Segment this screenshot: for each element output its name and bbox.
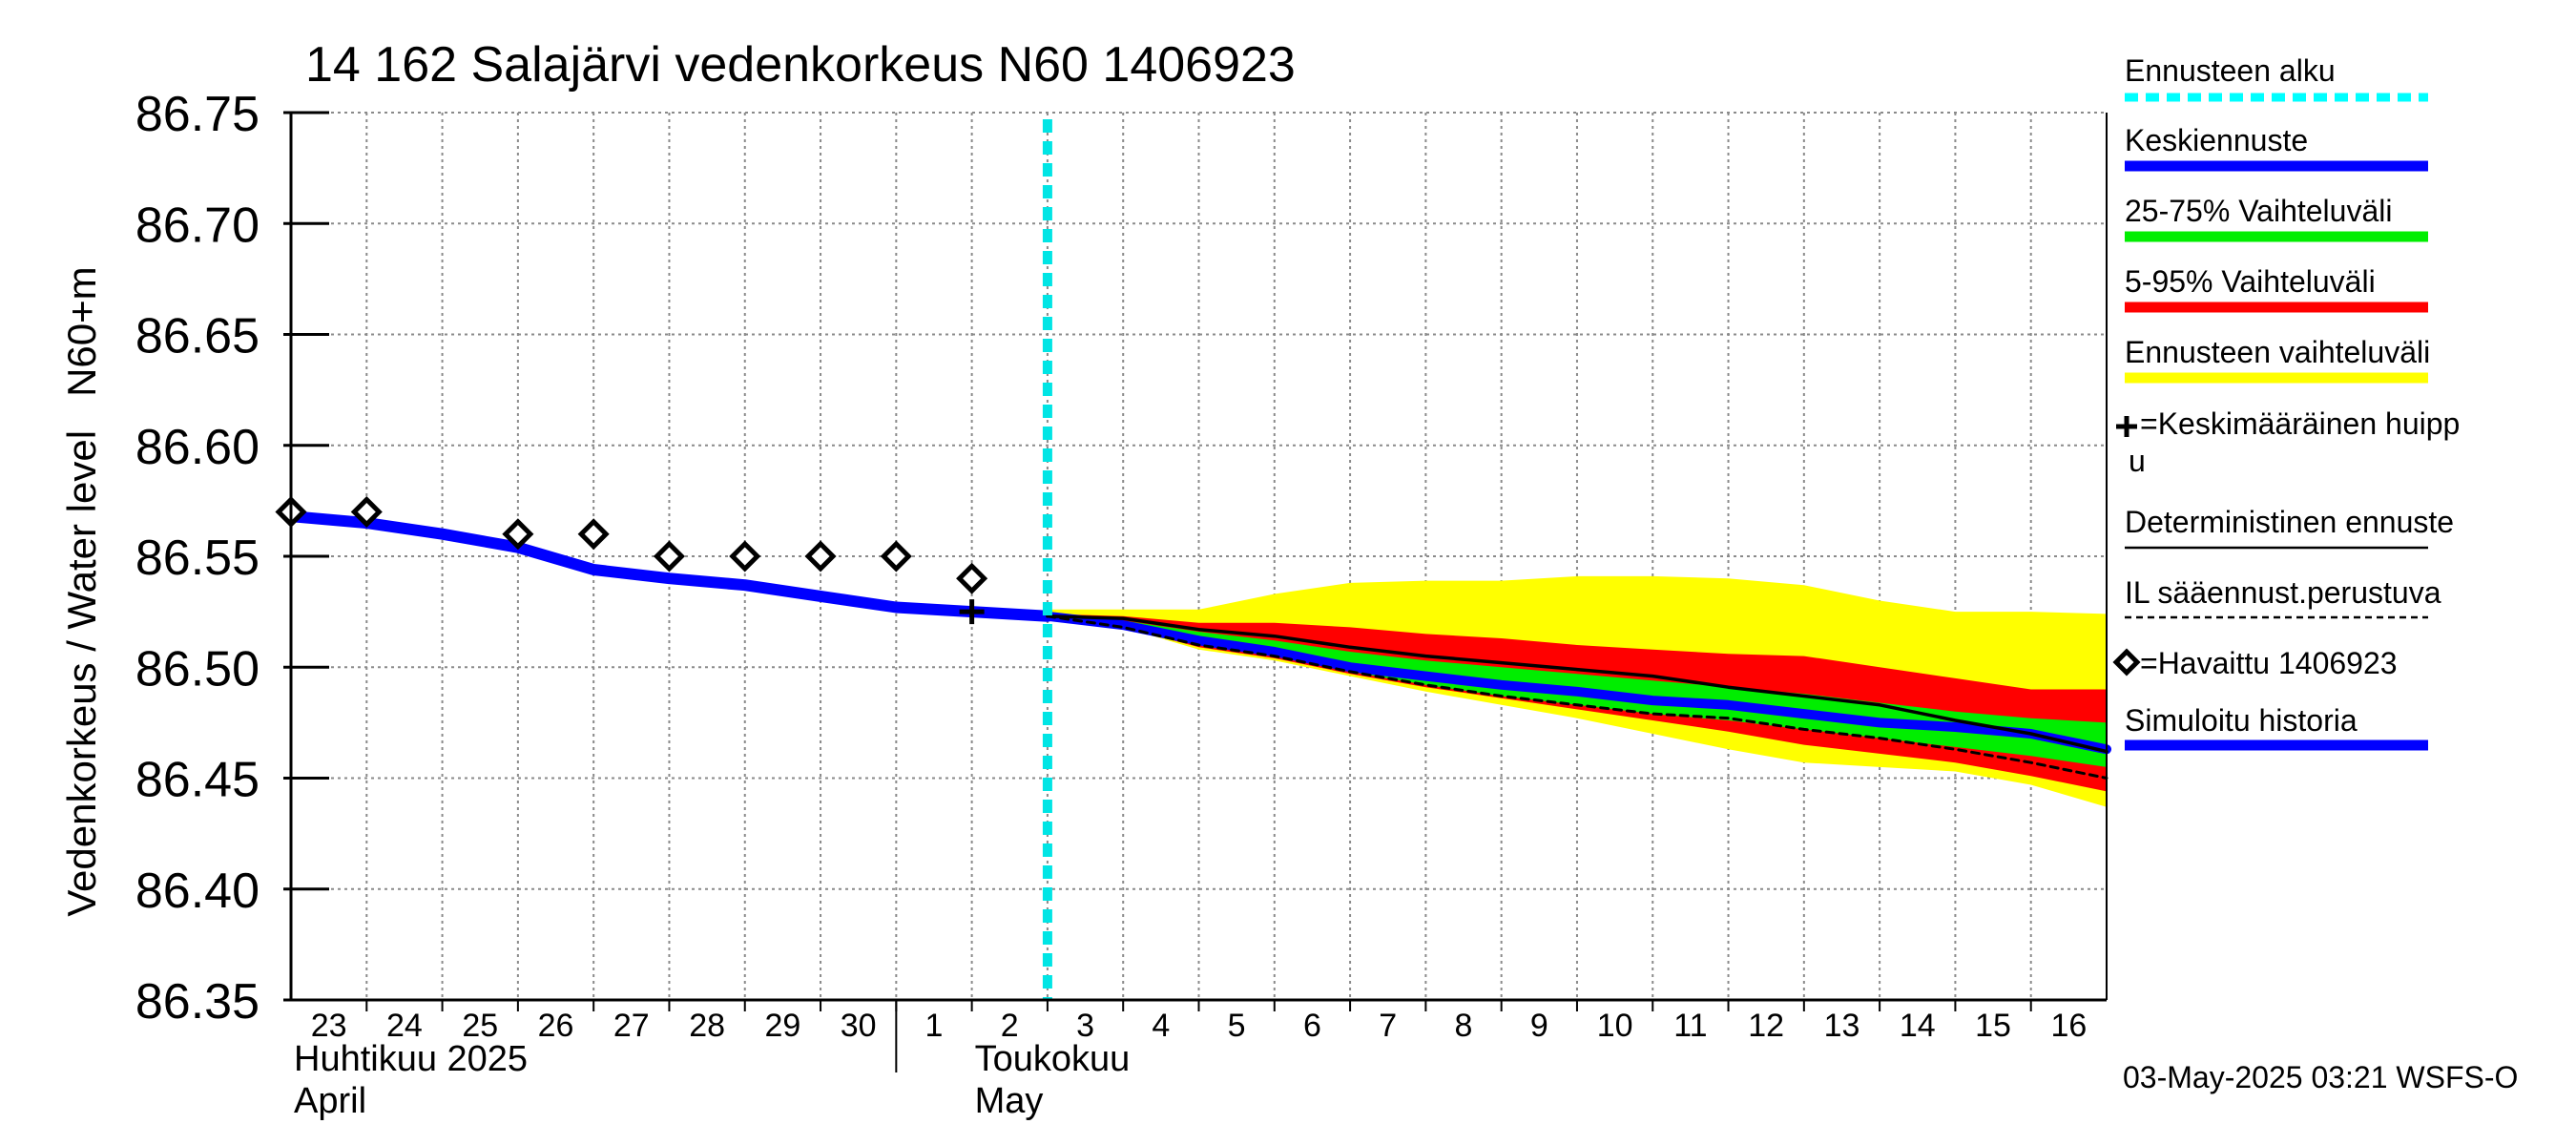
series-deterministinen-ennuste <box>1046 614 2109 754</box>
y-tick-label: 86.65 <box>135 309 260 364</box>
legend-label: 25-75% Vaihteluväli <box>2125 194 2392 228</box>
legend-label: Keskiennuste <box>2125 123 2308 157</box>
chart-title: 14 162 Salajärvi vedenkorkeus N60 140692… <box>305 37 1296 93</box>
x-tick-label: 8 <box>1455 1008 1473 1044</box>
y-tick-label: 86.50 <box>135 641 260 697</box>
legend-label: 5-95% Vaihteluväli <box>2125 264 2376 299</box>
x-tick-label: 11 <box>1673 1008 1707 1044</box>
legend-diamond <box>2112 648 2141 677</box>
legend-item: Ennusteen vaihteluväli <box>2125 335 2430 384</box>
x-tick-label: 25 <box>462 1008 498 1044</box>
x-tick-label: 29 <box>764 1008 800 1044</box>
observed-point <box>653 540 685 572</box>
plot-area <box>275 112 2111 1001</box>
x-tick-label: 24 <box>386 1008 423 1044</box>
legend-item: Simuloitu historia <box>2125 703 2428 751</box>
x-tick-label: 13 <box>1824 1008 1860 1044</box>
legend-label: =Havaittu 1406923 <box>2140 646 2398 680</box>
x-tick-label: 7 <box>1379 1008 1397 1044</box>
legend-label: =Keskimääräinen huipp <box>2140 406 2460 441</box>
observed-point <box>956 562 988 594</box>
legend-label: IL sääennust.perustuva <box>2125 575 2441 610</box>
x-tick-label: 27 <box>613 1008 650 1044</box>
mean-peak-marker <box>959 599 985 625</box>
x-tick-label: 1 <box>925 1008 944 1044</box>
x-tick-label: 14 <box>1900 1008 1936 1044</box>
month-label-en: May <box>975 1081 1044 1121</box>
x-tick-label: 5 <box>1228 1008 1246 1044</box>
x-tick-label: 9 <box>1530 1008 1548 1044</box>
month-label-fi: Toukokuu <box>975 1039 1131 1079</box>
y-tick-label: 86.60 <box>135 420 260 475</box>
x-tick-label: 6 <box>1303 1008 1321 1044</box>
x-tick-label: 15 <box>1975 1008 2011 1044</box>
legend-item: 5-95% Vaihteluväli <box>2125 264 2428 313</box>
legend-label-cont: u <box>2129 444 2146 478</box>
legend-item: Deterministinen ennuste <box>2125 505 2454 550</box>
y-tick-label: 86.70 <box>135 198 260 253</box>
legend-label: Deterministinen ennuste <box>2125 505 2454 539</box>
y-tick-label: 86.75 <box>135 87 260 142</box>
x-tick-label: 12 <box>1748 1008 1784 1044</box>
legend-item: =Havaittu 1406923 <box>2112 646 2398 680</box>
legend-label: Ennusteen vaihteluväli <box>2125 335 2430 369</box>
month-label-fi: Huhtikuu 2025 <box>294 1039 528 1079</box>
observed-point <box>577 518 610 551</box>
timestamp: 03-May-2025 03:21 WSFS-O <box>2123 1060 2518 1094</box>
y-tick-label: 86.35 <box>135 974 260 1030</box>
legend-item: Keskiennuste <box>2125 123 2428 172</box>
x-tick-label: 4 <box>1152 1008 1170 1044</box>
y-tick-label: 86.40 <box>135 864 260 919</box>
observed-point <box>729 540 761 572</box>
legend-item: 25-75% Vaihteluväli <box>2125 194 2428 242</box>
y-axis-label: Vedenkorkeus / Water level N60+m <box>59 266 104 916</box>
y-tick-label: 86.55 <box>135 531 260 586</box>
legend-label: Simuloitu historia <box>2125 703 2358 738</box>
x-tick-label: 28 <box>689 1008 725 1044</box>
axes: 86.35 86.40 86.45 86.50 86.55 86.60 86.65 86.70… <box>135 87 2108 1121</box>
series-keskiennuste <box>1042 611 2111 755</box>
y-tick-label: 86.45 <box>135 753 260 808</box>
observed-point <box>502 518 534 551</box>
x-tick-label: 26 <box>538 1008 574 1044</box>
x-tick-label: 10 <box>1597 1008 1633 1044</box>
x-tick-label: 16 <box>2050 1008 2087 1044</box>
x-tick-label: 30 <box>841 1008 877 1044</box>
observed-point <box>880 540 912 572</box>
month-label-en: April <box>294 1081 366 1121</box>
series-il-s-ennust-perustuva <box>1046 614 2109 780</box>
legend-item: IL sääennust.perustuva <box>2125 575 2441 619</box>
legend-label: Ennusteen alku <box>2125 53 2336 88</box>
legend-item: Ennusteen alku <box>2125 53 2428 102</box>
series-simuloitu-historia <box>285 510 1053 622</box>
observed-point <box>804 540 837 572</box>
legend: Ennusteen alku Keskiennuste 25-75% Vaihtel… <box>2112 53 2460 751</box>
x-tick-label: 2 <box>1001 1008 1019 1044</box>
x-tick-label: 23 <box>311 1008 347 1044</box>
observed-point <box>350 495 383 529</box>
x-tick-label: 3 <box>1076 1008 1094 1044</box>
